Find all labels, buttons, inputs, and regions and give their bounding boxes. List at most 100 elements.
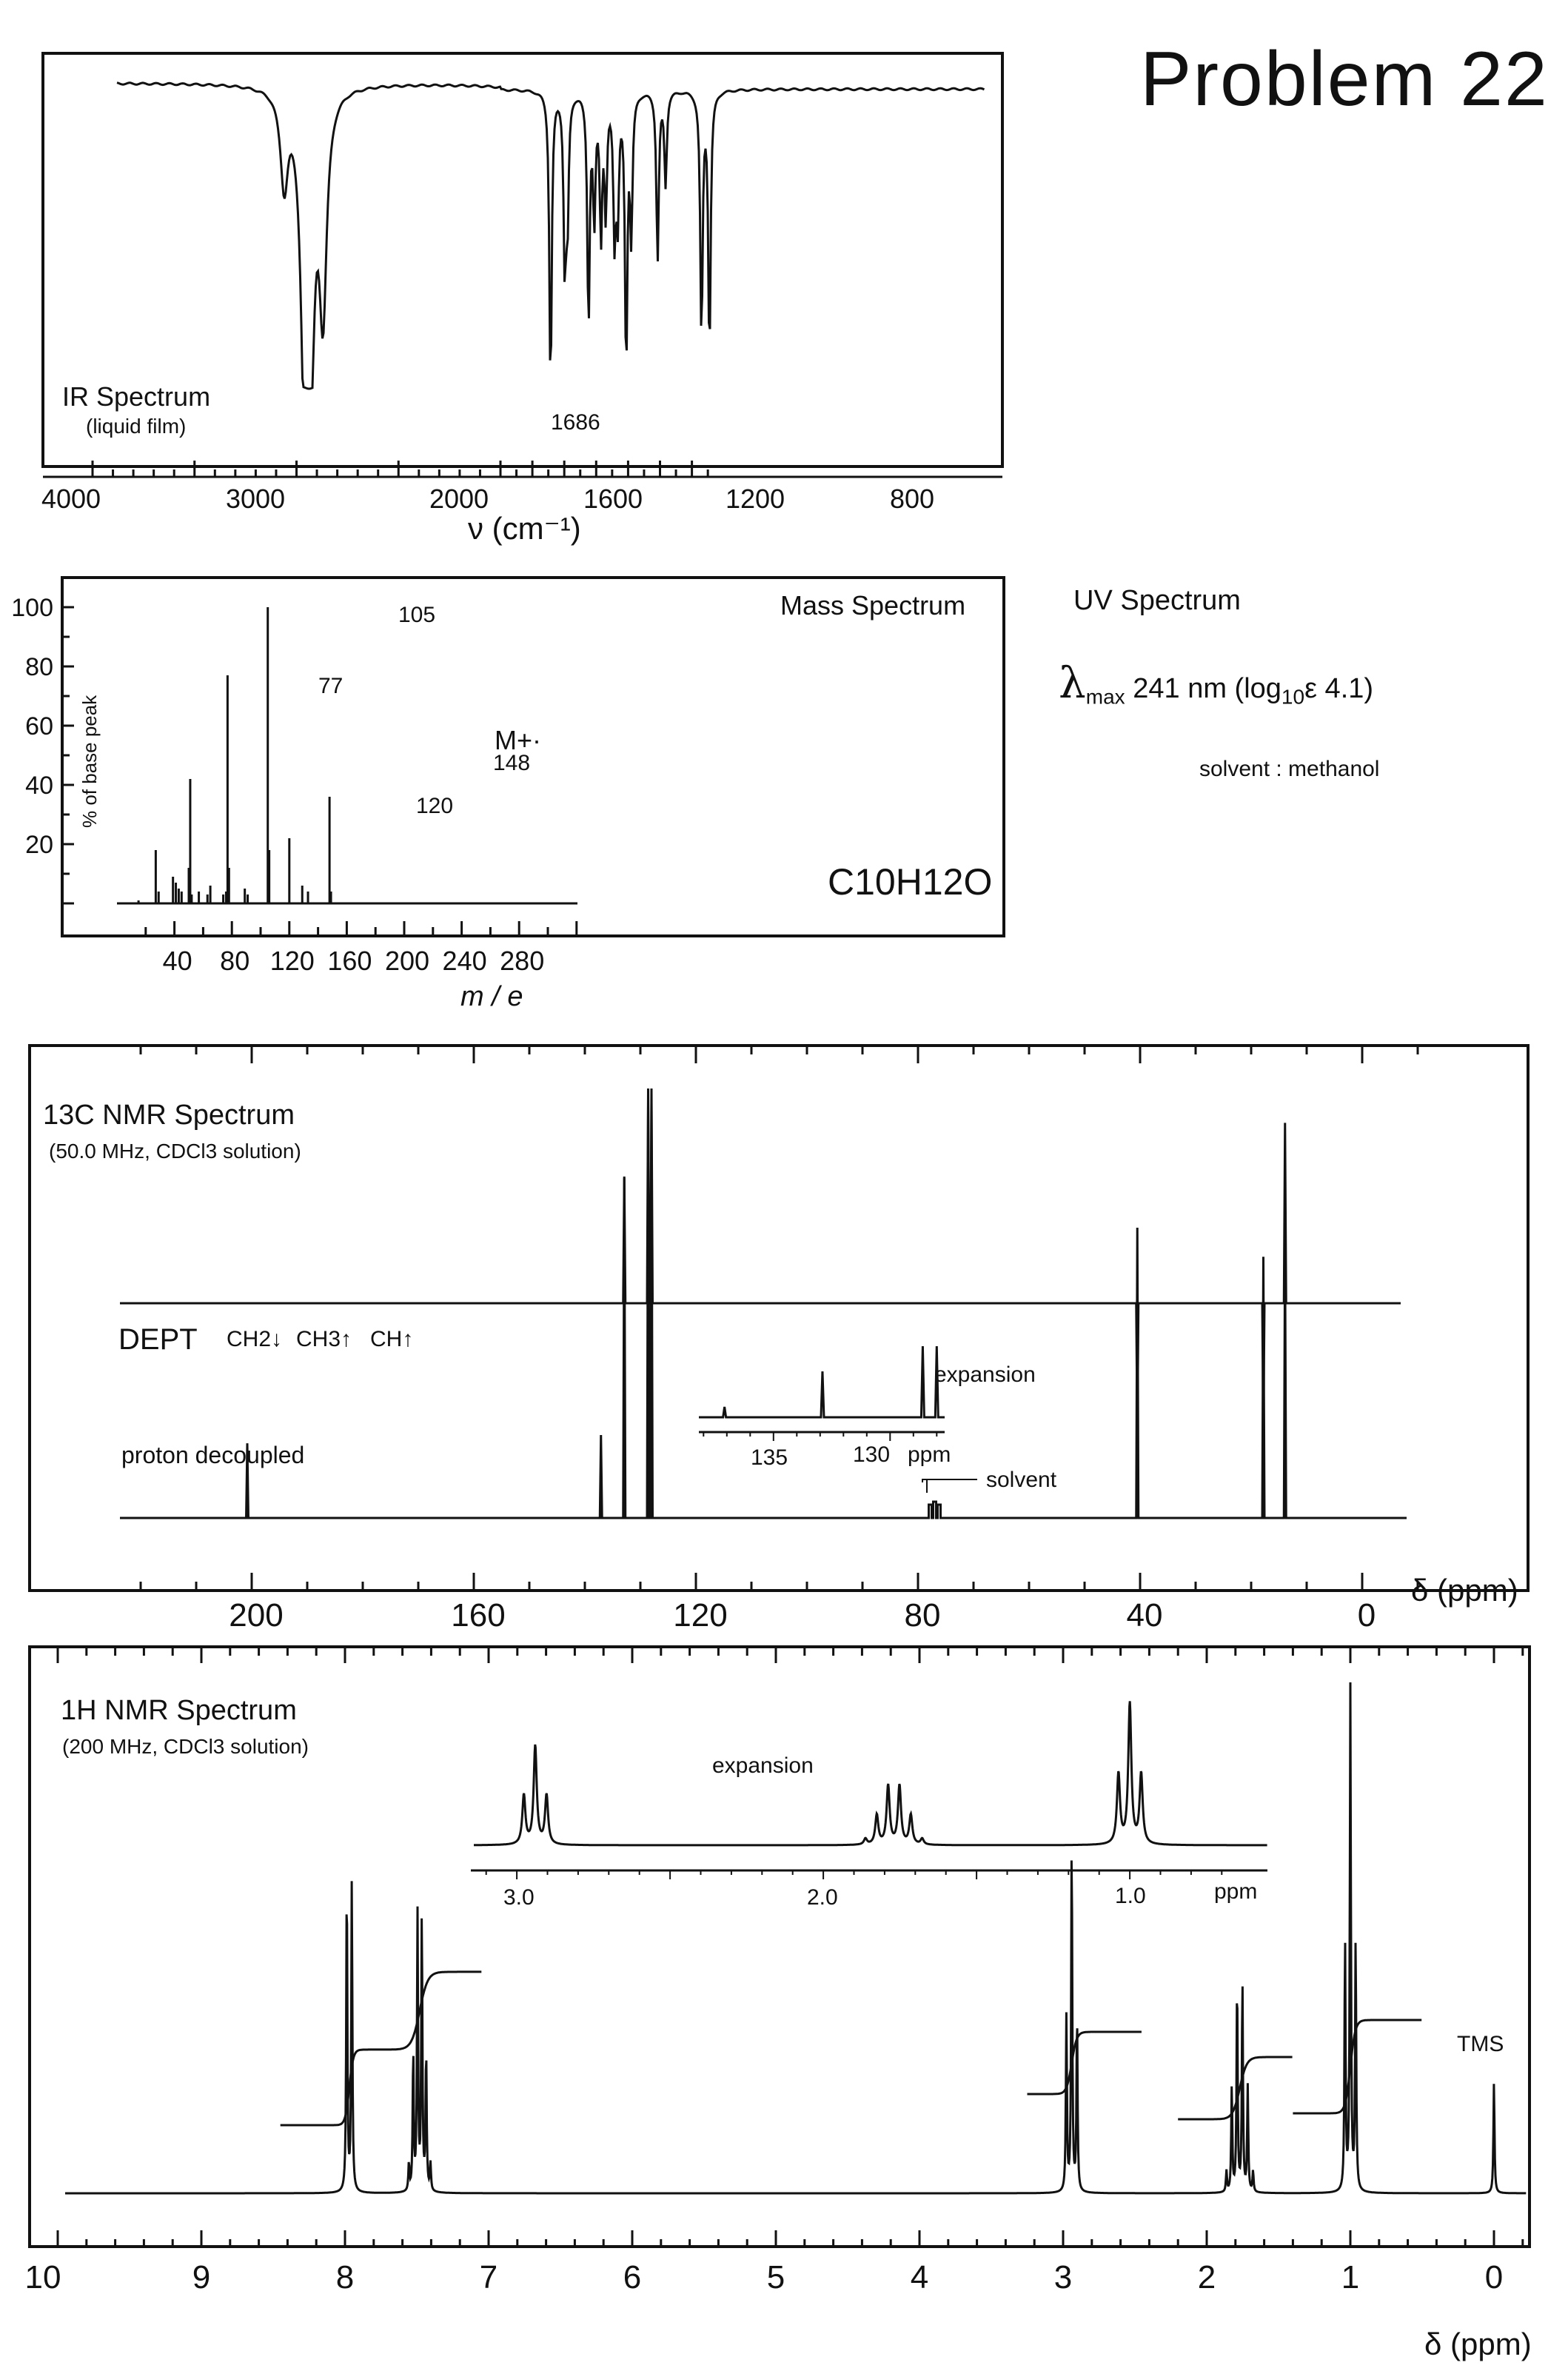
lambda-symbol: λ — [1059, 658, 1086, 708]
h1-expansion-trace — [474, 1701, 1267, 1847]
c13-decoupled-label: proton decoupled — [121, 1442, 304, 1468]
uv-solvent: solvent : methanol — [1199, 757, 1380, 781]
h1-expansion-ticks — [485, 1870, 1223, 1879]
h1-expansion-label: expansion — [712, 1753, 814, 1778]
ms-x-tick-label: 240 — [443, 946, 487, 976]
uv-lambda-max: λmax 241 nm (log10ε 4.1) — [1059, 658, 1373, 709]
ms-x-tick-label: 80 — [220, 946, 249, 976]
ms-peak-label: 77 — [318, 674, 343, 698]
ms-tick-marks — [62, 606, 578, 936]
ms-peak-label: 148 — [493, 751, 530, 775]
h1-tms-label: TMS — [1457, 2032, 1504, 2056]
ir-spectrum-panel: IR Spectrum (liquid film) 1686 4000 3000 2… — [41, 52, 1004, 546]
h1-expansion-tick: 2.0 — [807, 1885, 838, 1910]
c13-conditions: (50.0 MHz, CDCl3 solution) — [49, 1140, 301, 1163]
ir-x-tick-label: 3000 — [226, 484, 285, 514]
h1-expansion-unit: ppm — [1214, 1879, 1257, 1904]
ms-y-axis-label: % of base peak — [78, 695, 101, 828]
h1-x-tick-label: 7 — [480, 2259, 497, 2295]
h1-x-tick-label: 9 — [192, 2259, 210, 2295]
h1-x-axis-label: δ (ppm) — [1424, 2327, 1532, 2361]
ms-x-tick-label: 120 — [270, 946, 315, 976]
h1-conditions: (200 MHz, CDCl3 solution) — [62, 1735, 309, 1758]
ms-x-tick-label: 200 — [385, 946, 429, 976]
ms-y-tick-label: 100 — [11, 594, 53, 622]
ir-sample: (liquid film) — [86, 415, 186, 438]
c13-x-tick-label: 200 — [229, 1597, 283, 1633]
uv-log-subscript: 10 — [1281, 685, 1305, 709]
ms-molecular-ion: M+· — [495, 725, 541, 755]
ms-x-tick-label: 40 — [163, 946, 192, 976]
ir-x-tick-label: 4000 — [41, 484, 101, 514]
c13-expansion-tick: 135 — [751, 1445, 788, 1470]
c13-x-axis-label: δ (ppm) — [1411, 1573, 1518, 1608]
ir-x-tick-labels: 4000 3000 2000 1600 1200 800 — [41, 484, 934, 514]
ir-peak-label: 1686 — [551, 410, 600, 435]
h1-tick-marks — [56, 1647, 1524, 2247]
c13-nmr-panel: 13C NMR Spectrum (50.0 MHz, CDCl3 soluti… — [28, 1044, 1530, 1633]
ir-x-axis-label: ν (cm⁻¹) — [468, 511, 581, 546]
h1-expansion-tick: 1.0 — [1115, 1884, 1146, 1908]
ir-tick-marks — [91, 461, 709, 477]
solvent-bracket — [922, 1479, 977, 1493]
uv-lambda-value: 241 nm (log — [1133, 673, 1281, 704]
h1-integral-curve — [1293, 2019, 1422, 2115]
h1-x-tick-label: 10 — [25, 2259, 61, 2295]
c13-expansion-label: expansion — [934, 1362, 1036, 1387]
uv-epsilon-value: ε 4.1) — [1304, 673, 1374, 704]
ir-trace — [116, 81, 985, 390]
h1-x-tick-label: 2 — [1198, 2259, 1216, 2295]
problem-title: Problem 22 — [1140, 36, 1549, 122]
c13-dept-legend-ch3: CH3↑ — [296, 1327, 352, 1351]
c13-expansion-unit: ppm — [908, 1442, 951, 1467]
ms-y-tick-label: 20 — [25, 831, 53, 859]
c13-x-tick-label: 40 — [1127, 1597, 1163, 1633]
c13-tick-marks — [139, 1046, 1419, 1591]
h1-x-tick-label: 8 — [336, 2259, 354, 2295]
ms-x-tick-label: 280 — [500, 946, 544, 976]
mass-spectrum-panel: 100 80 60 40 20 40 80 120 160 200 240 280 % of bas… — [11, 576, 1005, 1012]
ms-x-axis-label: m / e — [460, 981, 523, 1012]
c13-x-tick-label: 80 — [905, 1597, 941, 1633]
c13-expansion-tick: 130 — [853, 1442, 890, 1467]
ir-x-tick-label: 800 — [890, 484, 934, 514]
c13-solvent-label: solvent — [986, 1468, 1057, 1492]
ir-x-tick-label: 1600 — [583, 484, 643, 514]
h1-integral-curve — [280, 1970, 482, 2127]
ms-peak-label: 105 — [398, 603, 435, 627]
h1-x-tick-label: 6 — [623, 2259, 641, 2295]
ms-x-tick-labels: 40 80 120 160 200 240 280 — [163, 946, 545, 976]
ir-x-tick-label: 1200 — [726, 484, 785, 514]
c13-frame — [28, 1044, 1530, 1592]
ir-spectrum-label: IR Spectrum — [62, 381, 210, 412]
h1-x-tick-label: 1 — [1341, 2259, 1359, 2295]
c13-decoupled-trace — [120, 1103, 1407, 1519]
c13-expansion-ticks — [703, 1432, 938, 1441]
h1-x-tick-label: 3 — [1054, 2259, 1072, 2295]
h1-integral-curve — [1027, 2030, 1142, 2096]
ms-x-tick-label: 160 — [327, 946, 372, 976]
c13-x-tick-label: 0 — [1358, 1597, 1376, 1633]
h1-x-tick-label: 0 — [1485, 2259, 1503, 2295]
ms-formula: C10H12O — [828, 861, 992, 903]
uv-spectrum-block: UV Spectrum λmax 241 nm (log10ε 4.1) sol… — [1059, 585, 1379, 781]
uv-spectrum-label: UV Spectrum — [1073, 585, 1241, 616]
c13-expansion-trace — [699, 1345, 945, 1419]
mass-spectrum-label: Mass Spectrum — [780, 590, 965, 621]
c13-dept-legend-ch: CH↑ — [370, 1327, 413, 1351]
c13-x-tick-labels: 200 160 120 80 40 0 — [229, 1597, 1376, 1633]
h1-x-tick-labels: 10 9 8 7 6 5 4 3 2 1 0 — [25, 2259, 1504, 2295]
ms-y-tick-label: 80 — [25, 653, 53, 681]
h1-expansion-tick: 3.0 — [503, 1885, 535, 1910]
h1-nmr-panel: 1H NMR Spectrum (200 MHz, CDCl3 solution… — [25, 1645, 1532, 2361]
h1-trace — [65, 1682, 1527, 2195]
ms-peak-label: 120 — [416, 794, 453, 818]
c13-dept-legend-ch2: CH2↓ — [227, 1327, 282, 1351]
ir-frame — [41, 52, 1004, 468]
ms-y-tick-labels: 100 80 60 40 20 — [11, 594, 53, 859]
h1-spectrum-label: 1H NMR Spectrum — [61, 1695, 297, 1726]
c13-x-tick-label: 160 — [451, 1597, 505, 1633]
c13-x-tick-label: 120 — [673, 1597, 727, 1633]
ms-frame — [61, 576, 1005, 937]
h1-x-tick-label: 4 — [911, 2259, 928, 2295]
